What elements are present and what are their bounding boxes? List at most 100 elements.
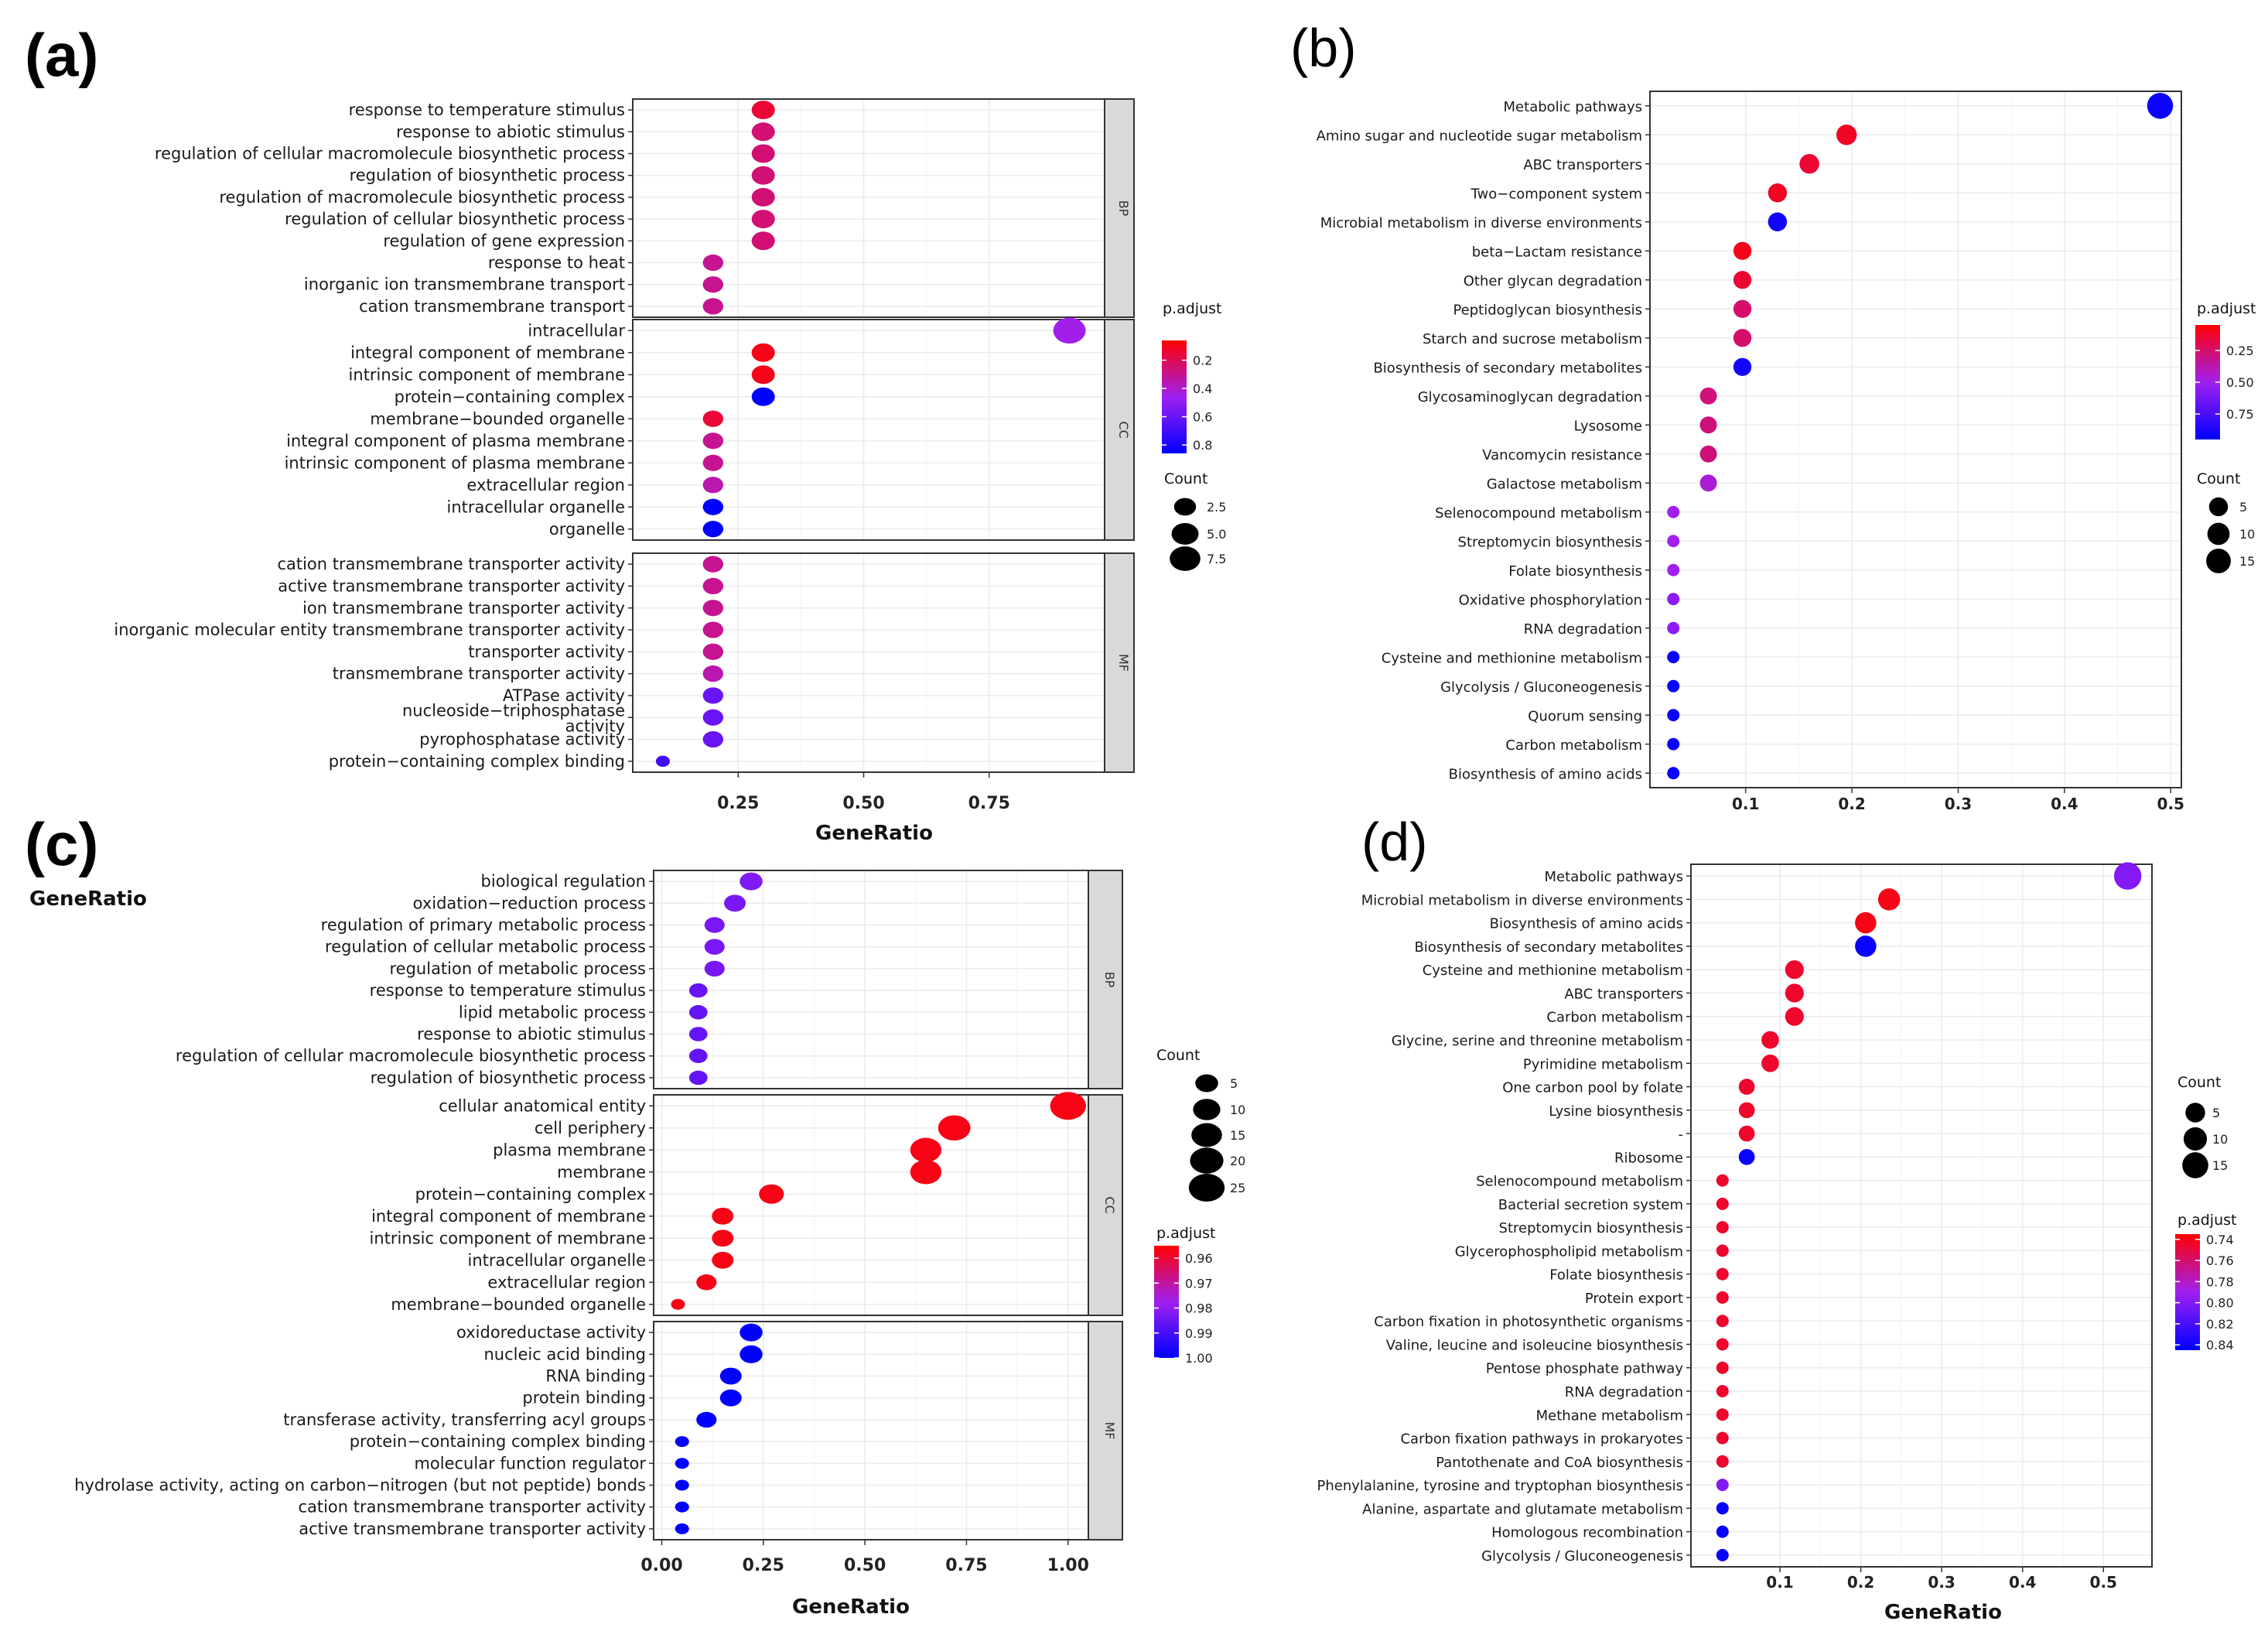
x-tick-label: 0.1: [1732, 795, 1759, 813]
legend-count: Count 5 10 15: [2177, 1074, 2228, 1178]
facet-strip-label: CC: [1116, 421, 1131, 438]
term-label: organelle: [549, 520, 625, 539]
term-label: protein−containing complex: [395, 388, 625, 406]
legend-title-count: Count: [2197, 470, 2240, 487]
term-label: ion transmembrane transporter activity: [302, 599, 625, 617]
point-metabolic-pathways: [2113, 862, 2142, 890]
term-label: plasma membrane: [493, 1140, 646, 1159]
point-protein-export: [1716, 1291, 1729, 1304]
count-key-dot: [2183, 1127, 2208, 1151]
colorbar-label: 0.98: [1185, 1301, 1213, 1316]
x-axis-title: GeneRatio: [792, 1595, 910, 1619]
term-label: Peptidoglycan biosynthesis: [1453, 302, 1642, 318]
term-label: molecular function regulator: [414, 1454, 646, 1472]
term-label: cation transmembrane transporter activit…: [277, 555, 625, 573]
point-regulation-of-cellular-metabolic-process: [704, 939, 725, 955]
term-label: Bacterial secretion system: [1498, 1197, 1683, 1213]
colorbar-label: 0.99: [1185, 1326, 1213, 1341]
point-biosynthesis-of-amino-acids: [1855, 911, 1877, 934]
term-label: ABC transporters: [1564, 986, 1683, 1002]
point-protein-containing-complex-binding: [675, 1436, 689, 1448]
x-tick-label: 0.1: [1766, 1573, 1793, 1592]
stray-generatio-label: GeneRatio: [29, 887, 147, 911]
term-label: RNA degradation: [1524, 621, 1642, 638]
point-bacterial-secretion-system: [1716, 1197, 1729, 1210]
point-extracellular-region: [702, 477, 724, 494]
term-label: regulation of gene expression: [383, 231, 625, 250]
count-key-dot: [2208, 497, 2229, 517]
point-lysine-biosynthesis: [1738, 1102, 1755, 1119]
count-key-label: 5: [2239, 500, 2247, 515]
term-label: transferase activity, transferring acyl …: [283, 1411, 646, 1429]
term-label: integral component of membrane: [371, 1207, 646, 1226]
point-oxidation-reduction-process: [724, 894, 746, 912]
term-label: regulation of cellular macromolecule bio…: [155, 145, 625, 163]
facet-strip-label: MF: [1116, 654, 1131, 672]
point-response-to-abiotic-stimulus: [751, 122, 775, 142]
term-label: cation transmembrane transporter activit…: [298, 1498, 646, 1517]
term-label: Protein export: [1585, 1291, 1683, 1307]
point-cation-transmembrane-transporter-activity: [702, 556, 724, 573]
term-label: Methane metabolism: [1536, 1407, 1683, 1424]
point-microbial-metabolism-in-diverse-environments: [1768, 212, 1788, 231]
term-label: Carbon fixation pathways in prokaryotes: [1400, 1431, 1683, 1448]
legend-count: Count 5 10 15: [2197, 470, 2255, 573]
facet-strip-label: MF: [1102, 1421, 1117, 1439]
point-glycosaminoglycan-degradation: [1699, 387, 1717, 405]
colorbar-label: 0.80: [2206, 1296, 2234, 1311]
colorbar-label: 0.78: [2206, 1274, 2234, 1289]
point-abc-transporters: [1799, 154, 1819, 174]
term-label: Cysteine and methionine metabolism: [1382, 650, 1642, 666]
term-label: Biosynthesis of amino acids: [1449, 766, 1642, 782]
point-regulation-of-biosynthetic-process: [751, 166, 775, 185]
legend-title-padj: p.adjust: [1163, 300, 1221, 317]
term-label: Two−component system: [1470, 186, 1642, 202]
legend-title-count: Count: [1164, 470, 1207, 487]
point-rna-degradation: [1716, 1385, 1729, 1397]
term-label: transmembrane transporter activity: [333, 665, 625, 683]
point-lipid-metabolic-process: [688, 1005, 708, 1020]
point-beta-lactam-resistance: [1733, 241, 1752, 260]
point-transferase-activity-transferring-acyl-groups: [696, 1411, 717, 1428]
point-: [1738, 1125, 1755, 1142]
x-tick-label: 0.3: [1928, 1573, 1955, 1592]
x-tick-label: 0.5: [2090, 1573, 2117, 1592]
point-integral-component-of-plasma-membrane: [702, 433, 724, 450]
term-label: Starch and sucrose metabolism: [1423, 331, 1642, 347]
term-label: response to temperature stimulus: [349, 101, 625, 119]
term-label: intracellular organelle: [468, 1251, 646, 1270]
plot-area: [1650, 91, 2181, 788]
point-inorganic-ion-transmembrane-transport: [702, 276, 724, 293]
point-pentose-phosphate-pathway: [1716, 1361, 1729, 1374]
point-selenocompound-metabolism: [1716, 1174, 1729, 1187]
point-oxidative-phosphorylation: [1667, 593, 1680, 606]
x-tick-label: 0.75: [945, 1556, 987, 1575]
colorbar-label: 0.76: [2206, 1253, 2234, 1268]
count-key-dot: [1170, 546, 1201, 571]
colorbar-label: 0.97: [1185, 1276, 1213, 1291]
point-carbon-fixation-pathways-in-prokaryotes: [1716, 1431, 1729, 1445]
term-label: RNA degradation: [1565, 1384, 1683, 1400]
point-integral-component-of-membrane: [751, 343, 775, 362]
x-tick-label: 0.3: [1945, 795, 1972, 813]
colorbar-label: 0.6: [1193, 410, 1212, 425]
x-tick-label: 0.50: [842, 794, 884, 813]
point-active-transmembrane-transporter-activity: [702, 577, 724, 595]
term-label: Lysosome: [1574, 418, 1642, 434]
count-key-dot: [1195, 1074, 1218, 1093]
legend-padj: p.adjust 0.2 0.4 0.6 0.8: [1162, 300, 1221, 453]
count-key-label: 15: [2212, 1158, 2228, 1173]
plot-area: [654, 1095, 1088, 1315]
term-label-line: activity: [565, 716, 625, 735]
chart-panel-1: BP response to temperature stimulus respon…: [114, 98, 1226, 845]
point-response-to-abiotic-stimulus: [688, 1027, 708, 1041]
colorbar-label: 0.25: [2226, 344, 2254, 358]
panel-label-b: (b): [1290, 18, 1357, 78]
point-protein-binding: [719, 1389, 742, 1407]
term-label: Selenocompound metabolism: [1435, 505, 1642, 521]
point-cysteine-and-methionine-metabolism: [1785, 960, 1804, 980]
term-label: RNA binding: [545, 1367, 646, 1386]
term-label: active transmembrane transporter activit…: [278, 576, 625, 595]
term-label: integral component of plasma membrane: [286, 432, 625, 450]
